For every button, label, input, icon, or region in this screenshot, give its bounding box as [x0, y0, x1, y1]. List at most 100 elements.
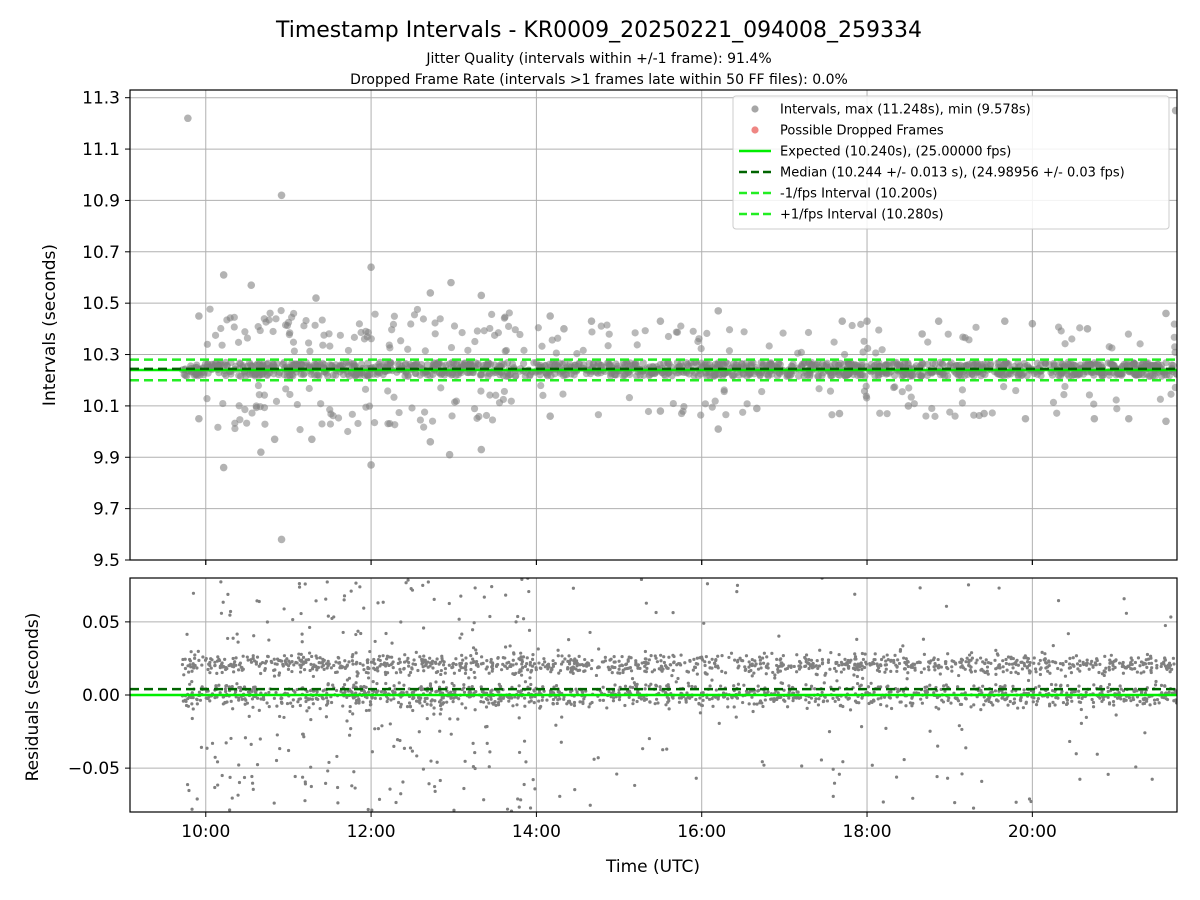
residual-point: [664, 703, 668, 707]
residual-point: [1009, 670, 1013, 675]
interval-point: [181, 371, 189, 380]
residual-point: [860, 667, 864, 672]
residual-point: [659, 653, 663, 657]
residual-point: [418, 655, 422, 659]
residual-point: [1138, 664, 1142, 668]
residual-point: [585, 664, 589, 668]
residual-point: [697, 701, 701, 706]
residual-point: [1066, 632, 1070, 636]
residual-point: [499, 699, 503, 703]
interval-point: [511, 326, 519, 334]
interval-point: [254, 381, 263, 390]
residual-point: [925, 689, 929, 693]
residual-point: [250, 781, 255, 785]
residual-point: [963, 691, 967, 695]
residual-point: [885, 704, 889, 708]
interval-point: [1156, 395, 1164, 403]
residual-point: [1162, 662, 1166, 666]
interval-outlier-point: [277, 191, 286, 200]
residual-point: [705, 695, 709, 700]
residual-point: [666, 700, 670, 704]
residual-point: [425, 702, 429, 706]
residual-point: [429, 759, 433, 763]
residual-point: [972, 684, 976, 688]
interval-point: [797, 348, 805, 356]
residual-point: [845, 662, 849, 666]
residual-point: [772, 697, 777, 701]
legend-marker: [751, 105, 759, 113]
residual-point: [809, 684, 814, 688]
residual-point: [1071, 656, 1075, 660]
residual-point: [610, 665, 614, 669]
residual-point: [853, 652, 857, 656]
residual-point: [785, 705, 790, 709]
residual-point: [463, 759, 467, 763]
interval-point: [958, 386, 967, 394]
residual-point: [528, 676, 532, 680]
residual-point: [608, 658, 612, 662]
residual-point: [1111, 663, 1115, 667]
residual-point: [364, 708, 369, 713]
residual-point: [520, 662, 524, 666]
y-tick-label: 9.9: [93, 448, 120, 468]
residual-point: [522, 782, 526, 787]
residual-point: [357, 701, 361, 705]
residual-point: [373, 639, 377, 644]
residual-point: [1034, 670, 1038, 674]
residual-point: [984, 699, 988, 703]
interval-outlier-point: [477, 445, 486, 454]
interval-point: [1004, 371, 1012, 379]
residual-point: [934, 705, 938, 709]
residual-point: [213, 785, 217, 790]
residual-point: [441, 701, 446, 705]
residual-point: [443, 671, 447, 675]
residual-point: [884, 726, 888, 730]
residual-point: [832, 666, 837, 671]
residual-point: [1003, 698, 1007, 702]
residual-point: [1089, 662, 1093, 666]
residual-point: [752, 671, 756, 675]
interval-point: [803, 371, 812, 379]
residual-point: [1079, 721, 1084, 725]
interval-point: [252, 402, 260, 410]
interval-outlier-point: [184, 114, 192, 123]
residual-point: [1028, 660, 1032, 665]
residual-point: [726, 705, 730, 709]
interval-point: [594, 411, 602, 419]
interval-point: [677, 322, 685, 330]
residual-point: [377, 654, 382, 658]
interval-point: [708, 403, 716, 411]
residual-point: [758, 658, 762, 662]
interval-point: [711, 397, 719, 405]
interval-point: [504, 322, 513, 330]
residual-point: [349, 589, 353, 593]
residual-point: [317, 660, 321, 665]
residual-point: [1163, 623, 1167, 628]
residual-point: [672, 661, 676, 665]
residual-point: [1077, 689, 1081, 693]
residual-point: [190, 702, 194, 706]
residual-point: [1060, 689, 1064, 693]
interval-outlier-point: [247, 281, 256, 289]
residual-point: [318, 707, 322, 711]
interval-point: [288, 371, 296, 379]
residual-point: [713, 662, 717, 666]
residual-point: [1154, 679, 1158, 684]
residual-point: [911, 796, 915, 800]
interval-point: [907, 393, 915, 401]
residual-point: [878, 663, 883, 667]
residual-point: [1165, 697, 1170, 702]
interval-point: [541, 362, 549, 370]
legend-label: Expected (10.240s), (25.00000 fps): [780, 145, 1011, 160]
residual-point: [474, 690, 478, 694]
residual-point: [181, 699, 185, 703]
residual-point: [876, 697, 880, 701]
residual-point: [820, 657, 825, 662]
residual-point: [623, 703, 627, 708]
residual-point: [1020, 667, 1025, 671]
residual-point: [488, 750, 492, 754]
residual-point: [1144, 658, 1148, 662]
residual-point: [217, 683, 221, 687]
interval-point: [1049, 398, 1058, 406]
residual-point: [978, 656, 983, 660]
